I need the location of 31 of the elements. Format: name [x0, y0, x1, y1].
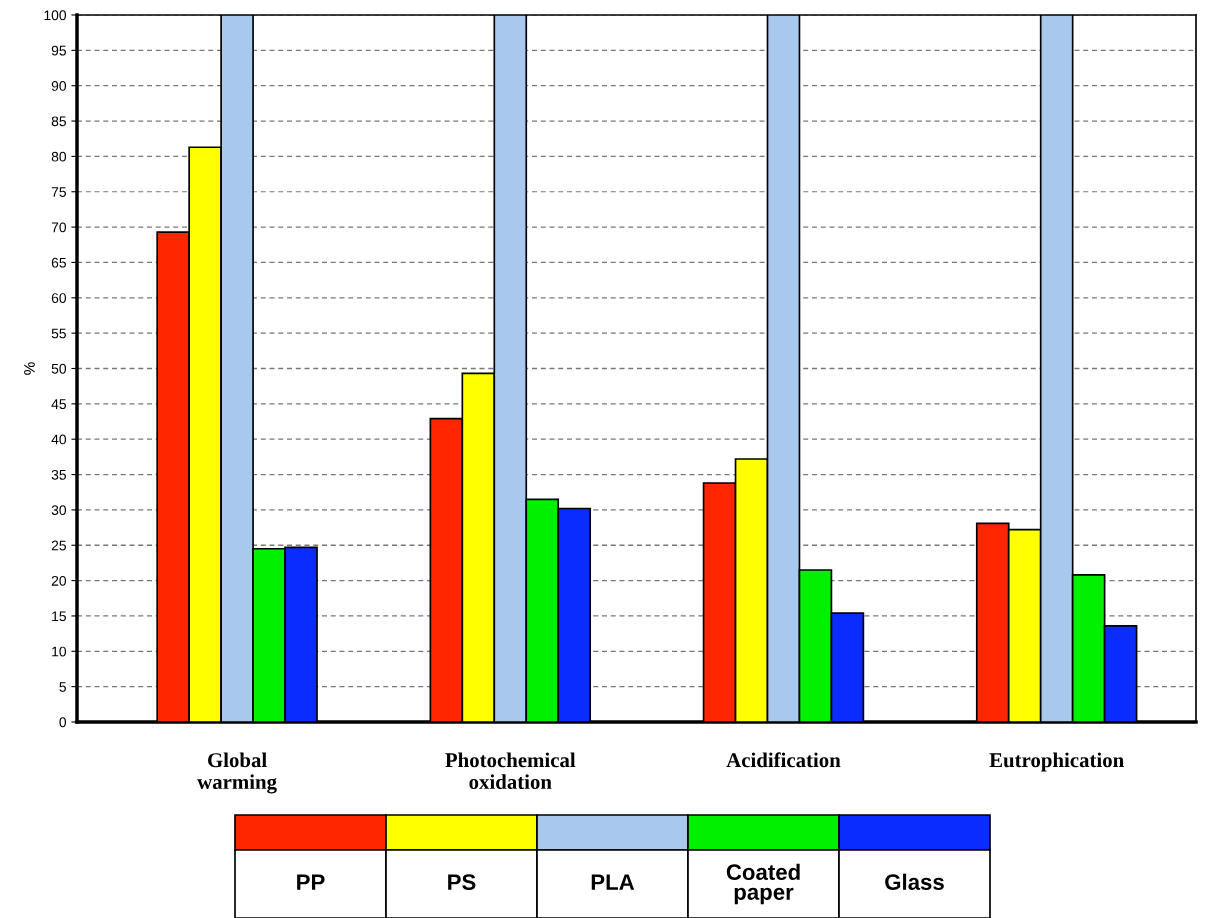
- x-tick-label: Acidification: [726, 752, 841, 768]
- y-tick-label: 100: [44, 10, 67, 21]
- y-tick-label: 5: [59, 682, 66, 692]
- y-tick-label: 70: [51, 222, 67, 233]
- text: PP: [297, 874, 325, 890]
- y-tick-label: 25: [51, 540, 66, 551]
- y-tick-label: 55: [51, 328, 66, 339]
- y-tick-label: 45: [51, 399, 66, 410]
- y-tick-label: 85: [51, 116, 66, 127]
- y-tick-label: 60: [51, 293, 67, 303]
- text: PS: [448, 874, 476, 890]
- y-tick-label: 30: [51, 505, 67, 516]
- x-tick-label: Global warming: [197, 752, 277, 794]
- y-tick-label: 20: [51, 575, 67, 586]
- y-tick-label: 65: [51, 257, 66, 268]
- text: PLA: [591, 874, 635, 890]
- x-tick-label: Photochemical oxidation: [445, 752, 576, 789]
- x-tick-label: Eutrophication: [989, 752, 1124, 772]
- y-tick-label: 40: [51, 434, 67, 445]
- text: Glass: [885, 873, 944, 890]
- y-tick-label: 35: [51, 469, 66, 480]
- text: Coated paper: [726, 863, 800, 905]
- y-tick-label: 0: [59, 717, 67, 728]
- y-tick-label: 15: [52, 611, 66, 622]
- y-tick-label: 10: [52, 646, 67, 657]
- y-tick-label: 90: [51, 81, 67, 91]
- y-tick-label: 80: [51, 151, 67, 162]
- y-tick-label: 50: [51, 363, 67, 374]
- y-tick-label: 95: [51, 45, 66, 56]
- y-tick-label: 75: [51, 187, 66, 197]
- y-axis-title: %: [24, 362, 35, 375]
